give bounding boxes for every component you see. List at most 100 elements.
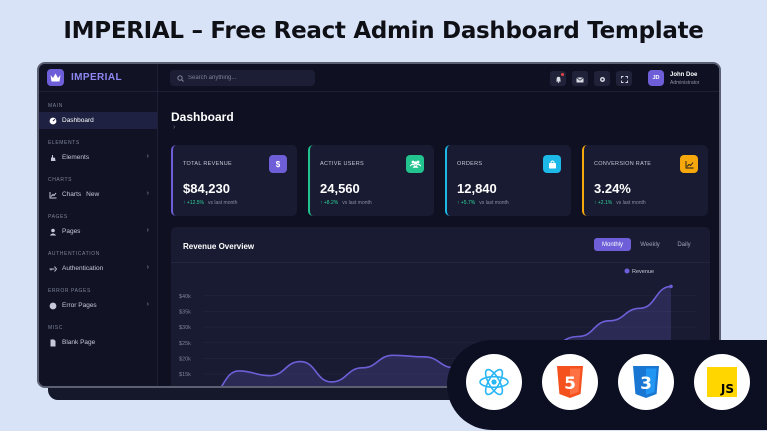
stat-label: TOTAL REVENUE [183,161,233,167]
chevron-right-icon: › [146,264,149,271]
section-label-main: MAIN [48,103,63,109]
user-icon [48,228,57,236]
svg-text:JS: JS [720,382,734,396]
sidebar-item-authentication[interactable]: Authentication › [39,260,157,277]
tab-daily[interactable]: Daily [677,241,691,248]
new-badge: New [86,191,100,198]
search-bar[interactable] [170,70,315,86]
react-logo-icon [466,354,522,410]
sidebar-item-label: Blank Page [62,339,96,346]
y-tick-label: $30k [179,325,191,331]
headline: IMPERIAL – Free React Admin Dashboard Te… [63,18,704,44]
js-logo-icon: JS [694,354,750,410]
notification-dot [561,73,564,76]
tab-weekly[interactable]: Weekly [640,241,660,248]
chart-icon [48,191,57,199]
panel-title: Revenue Overview [183,242,255,251]
revenue-point [669,284,673,289]
chevron-right-icon: › [146,301,149,308]
search-icon [177,69,184,87]
stat-value: 12,840 [457,181,497,196]
mail-icon [576,70,584,88]
stat-card-conversion-rate: CONVERSION RATE 3.24% ↑ +2.1% vs last mon… [582,145,708,216]
stat-label: ACTIVE USERS [320,161,364,167]
fullscreen-button[interactable] [616,71,632,86]
css3-logo-icon: 3 [618,354,674,410]
y-tick-label: $35k [179,309,191,315]
stat-card-active-users: ACTIVE USERS 24,560 ↑ +8.2% vs last month [308,145,434,216]
brand[interactable]: IMPERIAL [39,64,157,92]
sidebar-item-label: Elements [62,154,90,161]
dashboard-window: IMPERIAL MAIN Dashboard ELEMENTS Element… [37,62,721,388]
sidebar-item-label: Authentication [62,265,104,272]
dashboard-icon [48,117,57,125]
section-label-error-pages: ERROR PAGES [48,288,91,294]
dollar-icon: $ [269,155,287,173]
panel-divider [171,262,710,263]
users-icon [406,155,424,173]
section-label-elements: ELEMENTS [48,140,80,146]
html5-logo-icon: 5 [542,354,598,410]
stat-delta: ↑ +2.1% vs last month [594,200,646,206]
sidebar-item-elements[interactable]: Elements › [39,149,157,166]
y-tick-label: $20k [179,356,191,362]
revenue-line [220,285,672,386]
legend-label: Revenue [632,269,654,275]
error-icon [48,302,57,310]
legend-swatch [624,268,630,274]
stat-card-orders: ORDERS 12,840 ↑ +5.7% vs last month [445,145,571,216]
section-label-misc: MISC [48,325,63,331]
chevron-right-icon: › [146,227,149,234]
stat-value: 3.24% [594,181,631,196]
trend-icon [680,155,698,173]
avatar[interactable]: JD [648,70,664,86]
sidebar-item-label: Error Pages [62,302,97,309]
chevron-right-icon: › [146,190,149,197]
stat-delta: ↑ +8.2% vs last month [320,200,372,206]
bag-icon [543,155,561,173]
bell-icon [555,70,562,88]
messages-button[interactable] [572,71,588,86]
file-icon [48,339,57,347]
page-title: Dashboard [171,110,234,124]
user-role: Administrator [670,80,700,86]
section-label-charts: CHARTS [48,177,73,183]
fullscreen-icon [620,70,628,88]
section-label-authentication: AUTHENTICATION [48,251,100,257]
brand-name: IMPERIAL [71,72,122,83]
y-tick-label: $40k [179,294,191,300]
topbar: JD John Doe Administrator [158,64,719,92]
chevron-right-icon: › [146,153,149,160]
sidebar: IMPERIAL MAIN Dashboard ELEMENTS Element… [39,64,158,386]
stat-delta: ↑ +12.5% vs last month [183,200,238,206]
sidebar-item-label: Dashboard [62,117,94,124]
hand-icon [48,154,57,162]
stat-delta: ↑ +5.7% vs last month [457,200,509,206]
sidebar-item-label: Charts [62,191,82,198]
stat-value: $84,230 [183,181,230,196]
sidebar-item-dashboard[interactable]: Dashboard [39,112,157,129]
gear-icon [599,70,606,88]
sidebar-item-error-pages[interactable]: Error Pages › [39,297,157,314]
y-tick-label: $15k [179,372,191,378]
section-label-pages: PAGES [48,214,68,220]
sidebar-item-label: Pages [62,228,81,235]
sidebar-item-pages[interactable]: Pages › [39,223,157,240]
y-tick-label: $25k [179,341,191,347]
stat-value: 24,560 [320,181,360,196]
tab-monthly[interactable]: Monthly [594,238,631,251]
stat-label: ORDERS [457,161,483,167]
sidebar-item-charts[interactable]: Charts New › [39,186,157,203]
crown-icon [47,69,64,86]
notifications-button[interactable] [550,71,566,86]
svg-text:5: 5 [564,374,576,394]
search-input[interactable] [188,75,308,81]
sidebar-item-blank-page[interactable]: Blank Page [39,334,157,351]
stat-label: CONVERSION RATE [594,161,652,167]
key-icon [48,265,57,273]
settings-button[interactable] [594,71,610,86]
stat-card-total-revenue: TOTAL REVENUE $84,230 ↑ +12.5% vs last mo… [171,145,297,216]
user-name[interactable]: John Doe [670,72,698,78]
breadcrumb[interactable]: › [173,124,176,131]
svg-text:3: 3 [640,374,652,394]
